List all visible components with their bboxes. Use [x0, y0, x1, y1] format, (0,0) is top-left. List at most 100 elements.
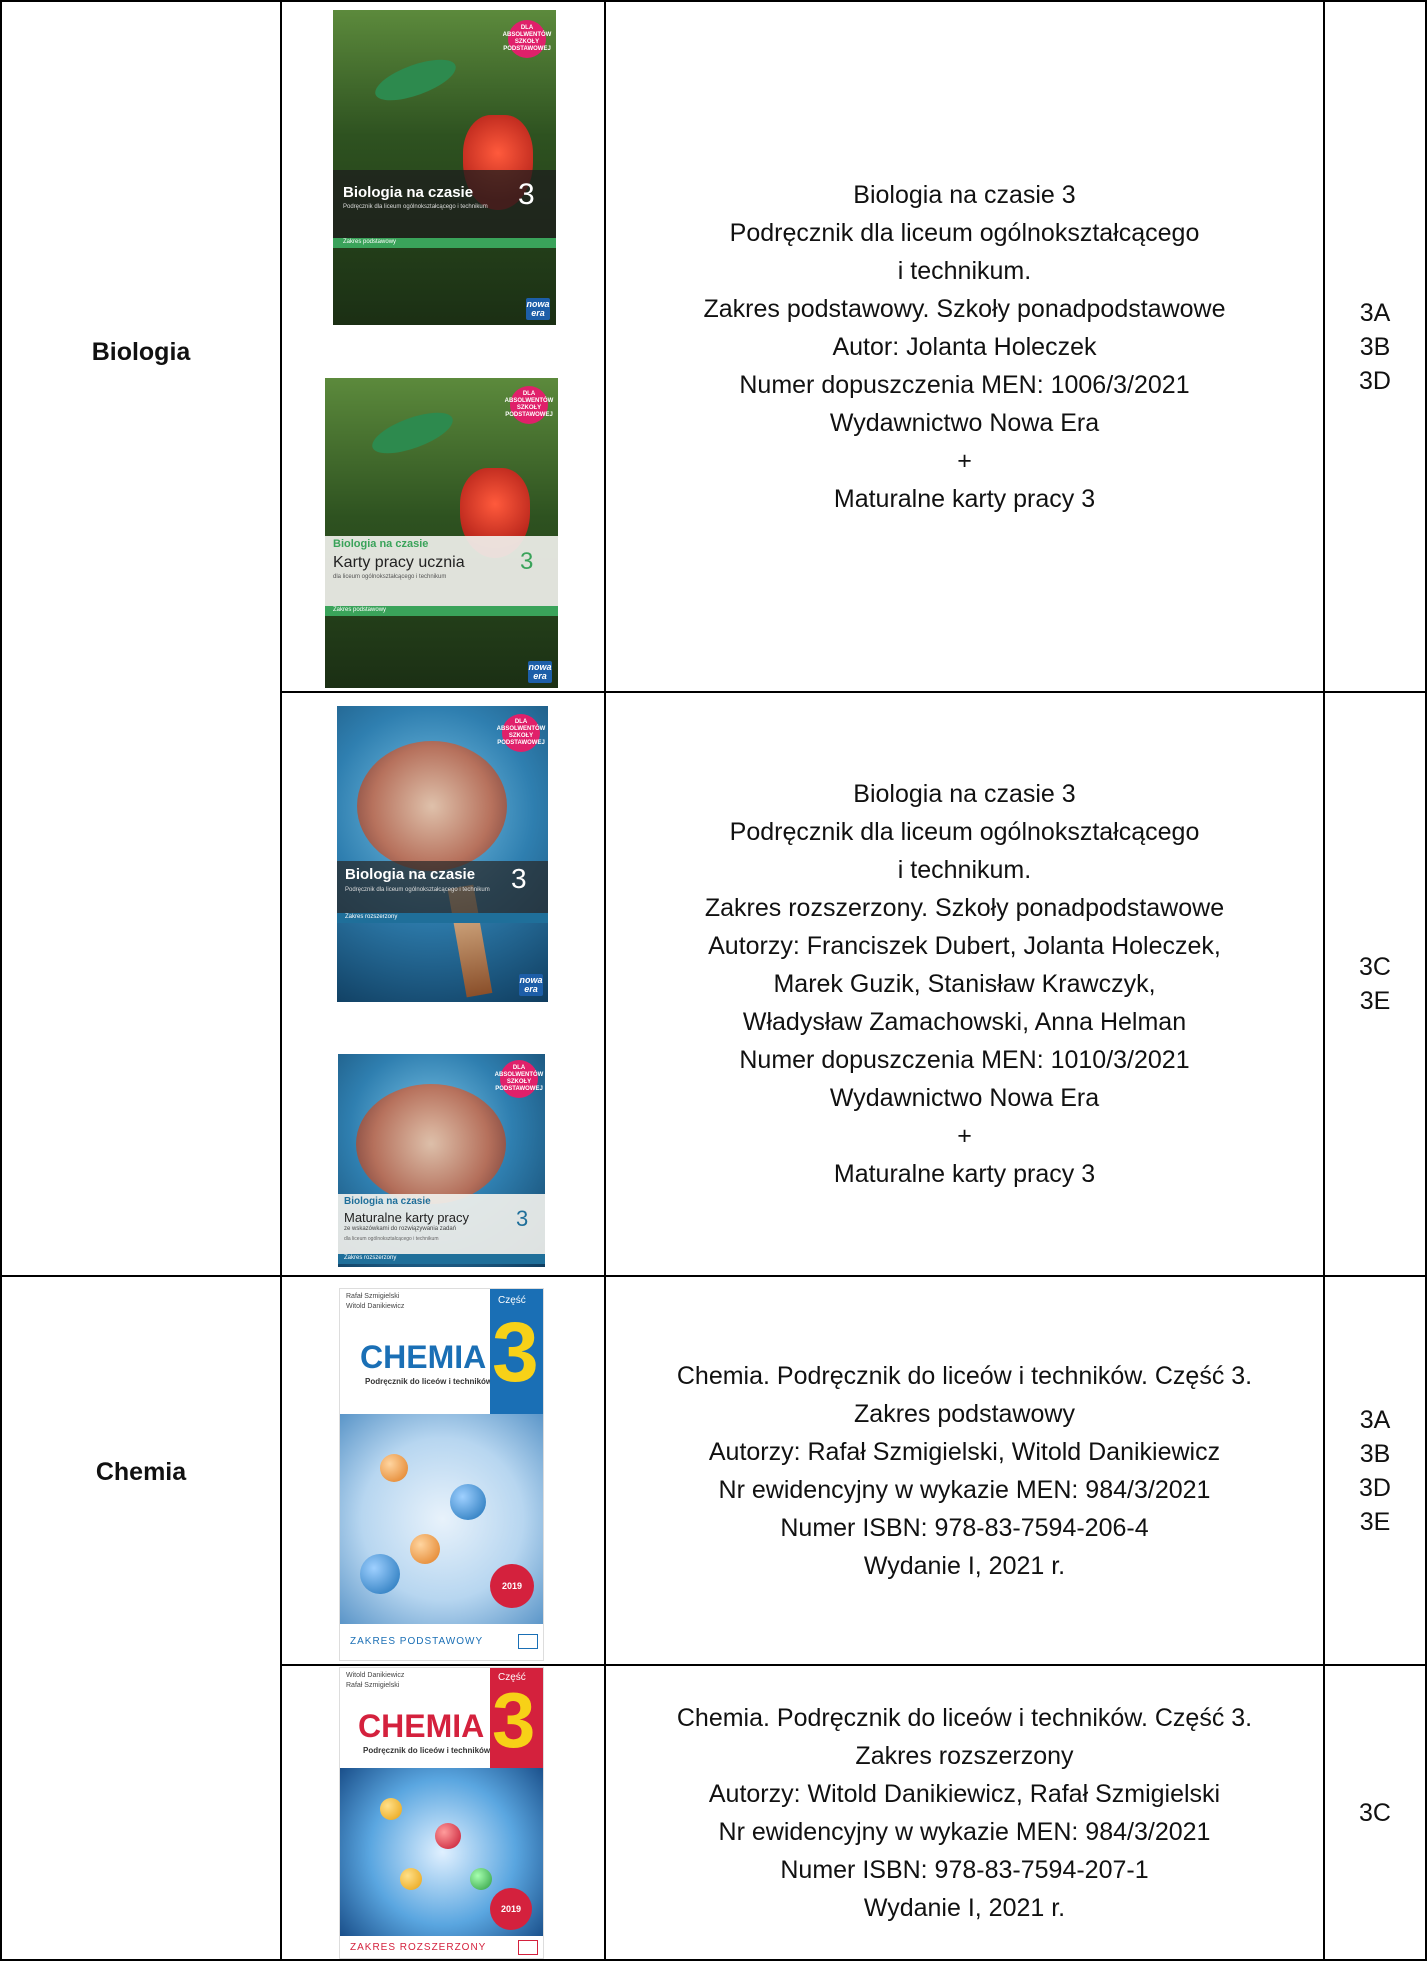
cover-subtitle: Podręcznik dla liceum ogólnokształcącego… — [345, 887, 490, 893]
edition-sticker: 2019 — [490, 1888, 532, 1930]
cover-part-label: Część — [498, 1295, 526, 1306]
cover-number: 3 — [492, 1305, 539, 1399]
class-label: 3E — [1359, 1507, 1391, 1536]
cover-subtitle: Podręcznik do liceów i techników — [365, 1377, 493, 1386]
molecule-graphic: 2019 — [340, 1768, 543, 1936]
book-description-chemia-podstawowy: Chemia. Podręcznik do liceów i techników… — [606, 1277, 1323, 1664]
class-label: 3D — [1359, 1473, 1391, 1502]
cover-scope-band — [338, 1254, 545, 1264]
description-line: Biologia na czasie 3 — [853, 780, 1076, 808]
description-line: Numer ISBN: 978-83-7594-207-1 — [780, 1855, 1149, 1884]
description-line: Podręcznik dla liceum ogólnokształcącego — [729, 218, 1200, 247]
description-line: Wydanie I, 2021 r. — [863, 1893, 1066, 1922]
description-line: Autor: Jolanta Holeczek — [832, 332, 1097, 361]
book-cover-chemia-podstawowy: Rafał Szmigielski Witold Danikiewicz CHE… — [339, 1288, 544, 1661]
book-cover-biologia-rozszerzony: DLA ABSOLWENTÓW SZKOŁY PODSTAWOWEJ Biolo… — [337, 706, 548, 1002]
class-label: 3A — [1359, 1405, 1391, 1434]
description-line: Marek Guzik, Stanisław Krawczyk, — [773, 970, 1156, 998]
description-line: i technikum. — [897, 856, 1032, 884]
book-cover-chemia-rozszerzony: Witold Danikiewicz Rafał Szmigielski CHE… — [339, 1667, 544, 1959]
description-line: + — [957, 446, 972, 475]
description-line: Autorzy: Franciszek Dubert, Jolanta Hole… — [708, 932, 1221, 960]
cover-scope-band — [333, 238, 556, 248]
cover-heading: Maturalne karty pracy — [344, 1210, 469, 1225]
cover-number: 3 — [511, 863, 527, 894]
book-description-chemia-rozszerzony: Chemia. Podręcznik do liceów i techników… — [606, 1666, 1323, 1959]
cover-title-band — [333, 170, 556, 238]
cover-author: Rafał Szmigielski — [346, 1293, 400, 1300]
class-label: 3C — [1359, 953, 1391, 981]
description-line: Numer dopuszczenia MEN: 1006/3/2021 — [739, 370, 1190, 399]
cover-subtitle: dla liceum ogólnokształcącego i techniku… — [333, 574, 447, 580]
table-border-top — [0, 0, 1427, 2]
cover-scope: Zakres rozszerzony — [344, 1255, 397, 1261]
cover-title: CHEMIA — [358, 1708, 485, 1744]
subject-biologia: Biologia — [2, 2, 280, 702]
edition-sticker: 2019 — [490, 1564, 534, 1608]
cover-author: Witold Danikiewicz — [346, 1303, 405, 1310]
description-line: Autorzy: Rafał Szmigielski, Witold Danik… — [708, 1437, 1221, 1466]
cover-title: Biologia na czasie — [344, 1196, 431, 1207]
description-line: Zakres podstawowy. Szkoły ponadpodstawow… — [703, 294, 1226, 323]
class-label: 3A — [1359, 298, 1391, 327]
cover-scope: Zakres rozszerzony — [345, 914, 398, 920]
description-line: Zakres rozszerzony — [855, 1741, 1074, 1770]
cover-title: CHEMIA — [360, 1339, 487, 1375]
class-label: 3E — [1359, 987, 1391, 1015]
cover-number: 3 — [518, 178, 535, 211]
row-separator-subject — [0, 1275, 1427, 1277]
cover-part-band — [490, 1668, 543, 1768]
description-line: Podręcznik dla liceum ogólnokształcącego — [729, 818, 1200, 846]
table-border-right — [1425, 0, 1427, 1961]
book-cover-biologia-podstawowy: DLA ABSOLWENTÓW SZKOŁY PODSTAWOWEJ Biolo… — [333, 10, 556, 325]
description-lines: Chemia. Podręcznik do liceów i techników… — [677, 1699, 1252, 1927]
book-description-biologia-rozszerzony: Biologia na czasie 3 Podręcznik dla lice… — [606, 693, 1323, 1275]
description-line: Autorzy: Witold Danikiewicz, Rafał Szmig… — [708, 1779, 1221, 1808]
table-border-left — [0, 0, 2, 1961]
description-line: + — [957, 1122, 972, 1150]
class-label: 3B — [1359, 332, 1391, 361]
cover-scope: Zakres podstawowy — [333, 607, 387, 613]
table-border-col2 — [604, 0, 606, 1961]
classes-biologia-podstawowy: 3A 3B 3D — [1325, 2, 1425, 691]
badge-icon: DLA ABSOLWENTÓW SZKOŁY PODSTAWOWEJ — [505, 386, 553, 424]
classes-chemia-podstawowy: 3A 3B 3D 3E — [1325, 1277, 1425, 1664]
cover-part-label: Część — [498, 1672, 526, 1683]
cover-author: Witold Danikiewicz — [346, 1672, 405, 1679]
classes-chemia-rozszerzony: 3C — [1325, 1666, 1425, 1959]
publisher-logo-icon — [518, 1940, 538, 1955]
cover-part-band — [490, 1289, 543, 1414]
cover-author: Rafał Szmigielski — [346, 1682, 400, 1689]
table-border-bottom — [0, 1959, 1427, 1961]
description-line: Numer dopuszczenia MEN: 1010/3/2021 — [739, 1046, 1190, 1074]
description-line: i technikum. — [897, 256, 1032, 285]
subject-chemia: Chemia — [2, 1277, 280, 1667]
bird-graphic — [367, 404, 458, 462]
publisher-logo: nowa era — [528, 661, 552, 683]
subject-label: Chemia — [95, 1457, 187, 1486]
row-separator-bio-1 — [280, 691, 1427, 693]
description-line: Wydawnictwo Nowa Era — [829, 1084, 1100, 1112]
description-line: Zakres rozszerzony. Szkoły ponadpodstawo… — [704, 894, 1225, 922]
cover-title: Biologia na czasie — [333, 538, 429, 550]
book-cover-biologia-maturalne-karty-art: DLA ABSOLWENTÓW SZKOŁY PODSTAWOWEJ Biolo… — [338, 1054, 545, 1267]
cover-subtitle: dla liceum ogólnokształcącego i techniku… — [344, 1236, 439, 1242]
description-line: Nr ewidencyjny w wykazie MEN: 984/3/2021 — [718, 1475, 1211, 1504]
description-line: Wydanie I, 2021 r. — [863, 1551, 1066, 1580]
row-separator-chem-1 — [280, 1664, 1427, 1666]
description-line: Maturalne karty pracy 3 — [833, 1160, 1096, 1188]
class-label: 3B — [1359, 1439, 1391, 1468]
description-line: Władysław Zamachowski, Anna Helman — [742, 1008, 1187, 1036]
cover-scope: Zakres podstawowy — [343, 239, 397, 245]
description-line: Numer ISBN: 978-83-7594-206-4 — [780, 1513, 1149, 1542]
book-cover-biologia-karty-pracy: DLA ABSOLWENTÓW SZKOŁY PODSTAWOWEJ Biolo… — [325, 378, 558, 688]
class-label: 3D — [1359, 366, 1391, 395]
classes-biologia-rozszerzony: 3C 3E — [1325, 693, 1425, 1275]
cover-scope-band — [337, 913, 548, 923]
description-line: Maturalne karty pracy 3 — [833, 484, 1096, 513]
badge-icon: DLA ABSOLWENTÓW SZKOŁY PODSTAWOWEJ — [503, 20, 551, 58]
molecule-graphic: 2019 — [340, 1414, 543, 1624]
badge-icon: DLA ABSOLWENTÓW SZKOŁY PODSTAWOWEJ — [495, 1060, 543, 1098]
cover-title-band — [338, 1194, 545, 1254]
